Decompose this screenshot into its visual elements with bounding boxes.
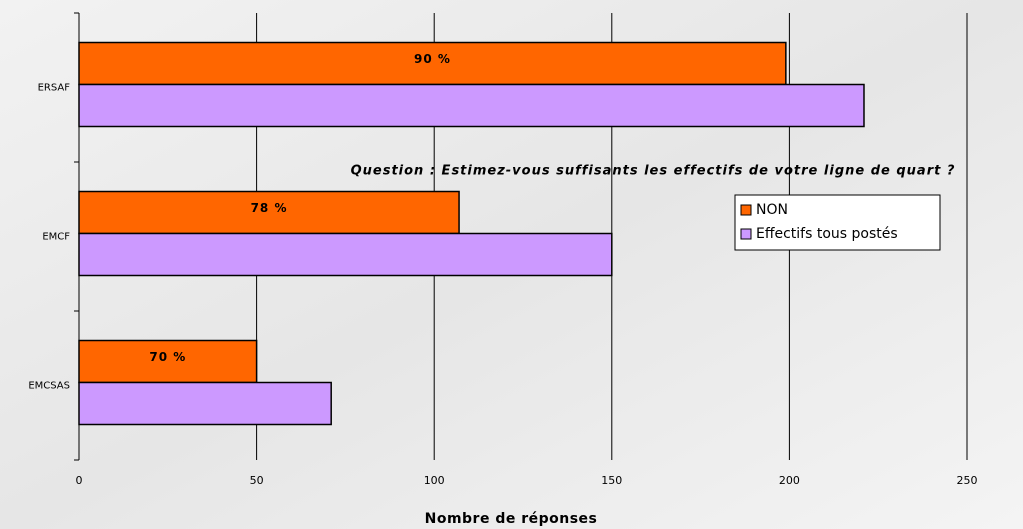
data-label: 70 % [149,350,186,364]
x-tick-label: 100 [424,474,445,487]
bar [78,339,258,384]
y-tick-label: EMCSAS [28,381,70,392]
x-tick-label: 250 [957,474,978,487]
legend-label: Effectifs tous postés [756,226,898,242]
y-tick-label: ERSAF [38,83,71,94]
data-label: 90 % [414,52,451,66]
bar [78,232,613,277]
chart-title: Question : Estimez-vous suffisants les e… [351,164,956,179]
y-tick-label: EMCF [42,232,70,243]
legend-label: NON [756,202,788,218]
bar [78,83,865,128]
x-tick-label: 150 [601,474,622,487]
data-label: 78 % [251,201,288,215]
x-axis-title: Nombre de réponses [425,511,598,527]
legend-box [734,194,941,251]
x-tick-label: 200 [779,474,800,487]
x-tick-label: 0 [76,474,83,487]
legend-swatch [740,228,752,240]
legend-swatch [740,204,752,216]
bar [78,41,787,86]
x-tick-label: 50 [250,474,264,487]
bar [78,381,332,426]
bar [78,190,460,235]
